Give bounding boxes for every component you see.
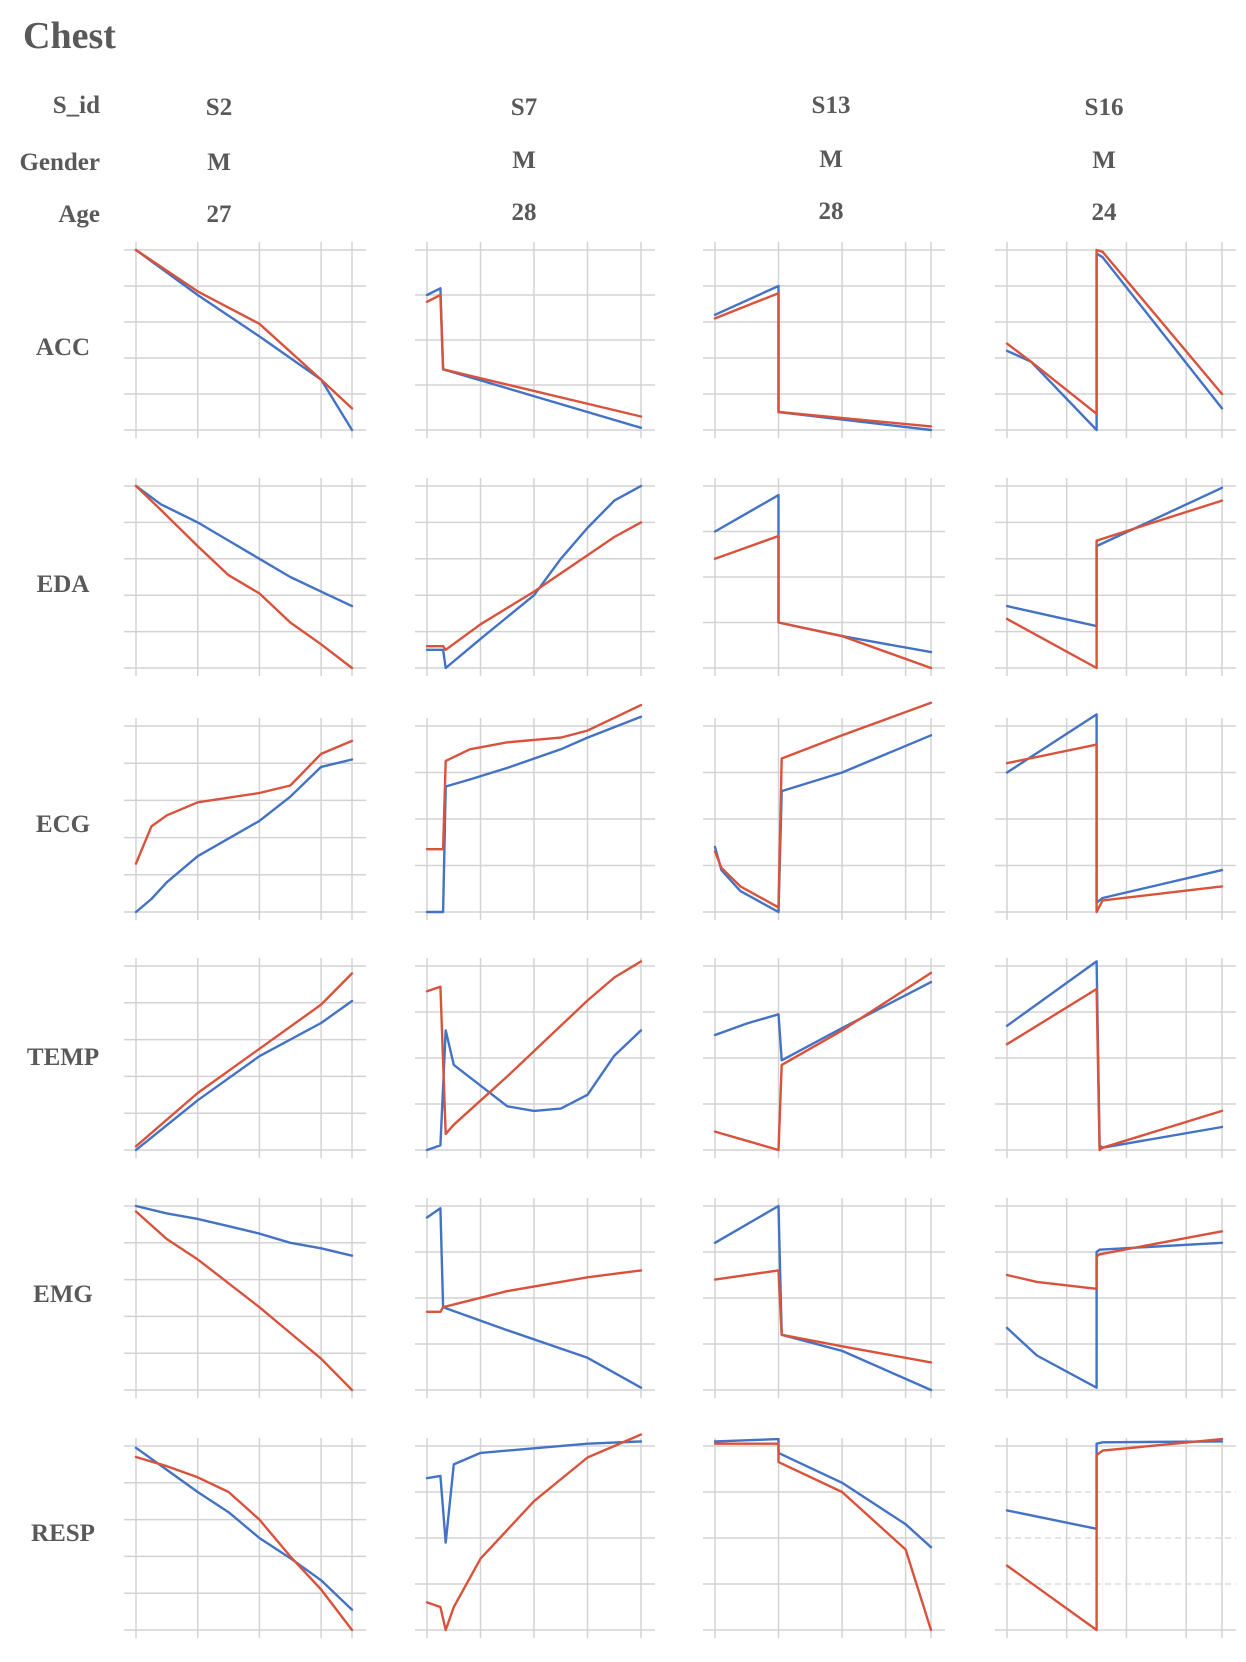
series-red-acc-s16 — [1005, 248, 1224, 415]
panel-eda-s7 — [415, 478, 655, 676]
series-blue-resp-s7 — [425, 1440, 643, 1544]
series-red-eda-s2 — [134, 484, 354, 670]
panel-ecg-s16 — [995, 713, 1236, 920]
panel-eda-s16 — [995, 478, 1236, 676]
subject-id-s7: S7 — [511, 94, 537, 121]
panel-acc-s7 — [415, 242, 655, 438]
series-blue-resp-s2 — [134, 1446, 354, 1612]
header-subject-label: S_id — [53, 92, 100, 119]
series-red-emg-s13 — [713, 1269, 933, 1364]
series-red-acc-s7 — [425, 293, 643, 418]
series-red-temp-s16 — [1005, 987, 1224, 1152]
row-label-emg: EMG — [33, 1281, 93, 1308]
row-label-eda: EDA — [37, 571, 90, 598]
panel-temp-s2 — [124, 958, 366, 1158]
series-blue-ecg-s7 — [425, 715, 643, 914]
series-red-acc-s13 — [713, 292, 933, 428]
series-blue-ecg-s16 — [1005, 713, 1224, 904]
series-blue-resp-s13 — [713, 1437, 933, 1549]
series-red-ecg-s2 — [134, 739, 354, 865]
panel-temp-s13 — [703, 958, 945, 1158]
subject-id-s13: S13 — [812, 92, 851, 119]
series-red-acc-s2 — [134, 248, 354, 410]
series-red-temp-s13 — [713, 971, 933, 1152]
series-red-eda-s16 — [1005, 499, 1224, 670]
panel-ecg-s13 — [703, 701, 945, 920]
subject-id-s2: S2 — [206, 94, 232, 121]
panel-eda-s13 — [703, 478, 945, 676]
series-red-emg-s2 — [134, 1210, 354, 1392]
subject-gender-s2: M — [207, 149, 231, 176]
series-red-temp-s2 — [134, 972, 354, 1148]
subject-age-s16: 24 — [1092, 199, 1118, 226]
subject-gender-s7: M — [512, 147, 536, 174]
row-label-ecg: ECG — [36, 811, 90, 838]
series-blue-resp-s16 — [1005, 1440, 1224, 1531]
series-blue-eda-s2 — [134, 484, 354, 608]
series-red-eda-s13 — [713, 534, 933, 670]
series-blue-acc-s16 — [1005, 252, 1224, 432]
panel-ecg-s2 — [124, 718, 366, 920]
panel-emg-s13 — [703, 1198, 945, 1398]
series-blue-eda-s16 — [1005, 486, 1224, 628]
panel-acc-s16 — [995, 242, 1236, 438]
series-red-ecg-s7 — [425, 703, 643, 851]
panel-emg-s2 — [124, 1198, 366, 1398]
panel-acc-s13 — [703, 242, 945, 438]
series-red-temp-s7 — [425, 960, 643, 1136]
panel-emg-s7 — [415, 1198, 655, 1398]
series-blue-emg-s16 — [1005, 1241, 1224, 1389]
series-red-ecg-s13 — [713, 701, 933, 909]
panel-acc-s2 — [124, 242, 366, 438]
series-red-resp-s16 — [1005, 1437, 1224, 1632]
subject-age-s13: 28 — [819, 198, 844, 225]
subject-age-s2: 27 — [207, 201, 232, 228]
subject-id-s16: S16 — [1085, 94, 1124, 121]
figure-title: Chest — [23, 15, 116, 57]
panel-emg-s16 — [995, 1198, 1236, 1398]
subject-gender-s13: M — [819, 146, 843, 173]
series-red-eda-s7 — [425, 521, 643, 651]
series-blue-ecg-s2 — [134, 758, 354, 914]
panel-grid — [124, 242, 1236, 1638]
panel-resp-s16 — [995, 1437, 1236, 1638]
row-label-acc: ACC — [36, 334, 90, 361]
header-gender-label: Gender — [19, 149, 100, 176]
series-red-resp-s7 — [425, 1433, 643, 1632]
subject-gender-s16: M — [1092, 147, 1116, 174]
panel-resp-s13 — [703, 1437, 945, 1638]
header-age-label: Age — [58, 201, 100, 228]
series-red-emg-s16 — [1005, 1230, 1224, 1291]
series-red-resp-s13 — [713, 1442, 933, 1632]
series-blue-eda-s13 — [713, 493, 933, 654]
series-blue-ecg-s13 — [713, 734, 933, 914]
panel-resp-s7 — [415, 1433, 655, 1638]
series-red-emg-s7 — [425, 1269, 643, 1314]
panel-resp-s2 — [124, 1438, 366, 1638]
series-blue-temp-s2 — [134, 999, 354, 1152]
series-blue-acc-s2 — [134, 248, 354, 432]
series-blue-eda-s7 — [425, 484, 643, 670]
panel-eda-s2 — [124, 478, 366, 676]
series-red-ecg-s16 — [1005, 743, 1224, 914]
subject-age-s7: 28 — [512, 199, 537, 226]
row-label-temp: TEMP — [27, 1044, 99, 1071]
panel-ecg-s7 — [415, 703, 655, 920]
series-blue-emg-s7 — [425, 1207, 643, 1389]
series-red-resp-s2 — [134, 1455, 354, 1632]
series-blue-emg-s2 — [134, 1204, 354, 1257]
panel-temp-s7 — [415, 958, 655, 1158]
row-label-resp: RESP — [31, 1520, 95, 1547]
panel-temp-s16 — [995, 958, 1236, 1158]
